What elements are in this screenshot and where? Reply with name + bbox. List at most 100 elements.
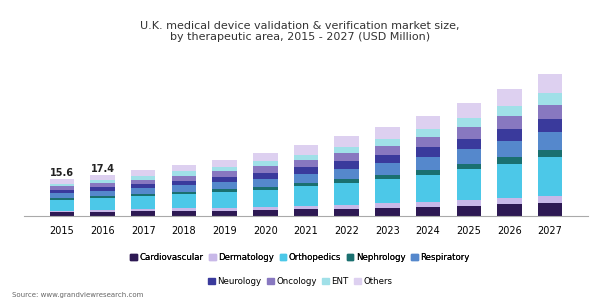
- Bar: [538, 151, 562, 158]
- Bar: [538, 196, 562, 203]
- Bar: [91, 210, 115, 212]
- Bar: [457, 206, 481, 216]
- Bar: [497, 198, 521, 204]
- Bar: [131, 179, 155, 184]
- Bar: [91, 187, 115, 191]
- Bar: [91, 212, 115, 216]
- Bar: [91, 191, 115, 196]
- Bar: [538, 132, 562, 151]
- Bar: [334, 179, 359, 183]
- Bar: [416, 170, 440, 175]
- Bar: [212, 211, 237, 216]
- Bar: [50, 179, 74, 184]
- Bar: [416, 175, 440, 202]
- Bar: [416, 129, 440, 137]
- Bar: [538, 158, 562, 196]
- Bar: [131, 176, 155, 179]
- Bar: [497, 158, 521, 164]
- Bar: [538, 105, 562, 119]
- Bar: [50, 194, 74, 198]
- Bar: [253, 187, 278, 190]
- Bar: [334, 147, 359, 153]
- Bar: [416, 147, 440, 157]
- Bar: [50, 198, 74, 200]
- Bar: [212, 160, 237, 167]
- Bar: [294, 209, 318, 216]
- Bar: [416, 116, 440, 129]
- Bar: [131, 184, 155, 188]
- Bar: [131, 209, 155, 212]
- Bar: [131, 212, 155, 216]
- Bar: [294, 155, 318, 161]
- Bar: [212, 182, 237, 189]
- Bar: [172, 181, 196, 185]
- Legend: Neurology, Oncology, ENT, Others: Neurology, Oncology, ENT, Others: [205, 274, 395, 290]
- Bar: [212, 208, 237, 211]
- Bar: [375, 208, 400, 216]
- Bar: [50, 200, 74, 211]
- Bar: [50, 212, 74, 216]
- Bar: [91, 175, 115, 180]
- Bar: [172, 208, 196, 211]
- Bar: [538, 119, 562, 132]
- Text: 17.4: 17.4: [91, 164, 115, 174]
- Bar: [497, 89, 521, 106]
- Bar: [375, 163, 400, 175]
- Bar: [334, 161, 359, 169]
- Bar: [212, 167, 237, 171]
- Bar: [91, 183, 115, 187]
- Bar: [416, 137, 440, 147]
- Bar: [375, 146, 400, 154]
- Bar: [253, 207, 278, 210]
- Bar: [131, 194, 155, 196]
- Text: 15.6: 15.6: [50, 168, 74, 178]
- Bar: [375, 203, 400, 208]
- Bar: [416, 207, 440, 216]
- Legend: Cardiovascular, Dermatology, Orthopedics, Nephrology, Respiratory: Cardiovascular, Dermatology, Orthopedics…: [127, 250, 473, 266]
- Bar: [253, 190, 278, 207]
- Bar: [131, 196, 155, 209]
- Bar: [172, 165, 196, 171]
- Bar: [172, 211, 196, 216]
- Bar: [334, 136, 359, 147]
- Bar: [457, 169, 481, 200]
- Bar: [375, 139, 400, 146]
- Bar: [253, 153, 278, 161]
- Bar: [253, 172, 278, 178]
- Bar: [416, 157, 440, 170]
- Bar: [294, 160, 318, 167]
- Bar: [253, 167, 278, 172]
- Bar: [212, 189, 237, 192]
- Bar: [334, 208, 359, 216]
- Bar: [538, 74, 562, 93]
- Bar: [172, 194, 196, 208]
- Bar: [131, 170, 155, 176]
- Bar: [457, 128, 481, 139]
- Bar: [457, 200, 481, 206]
- Bar: [457, 103, 481, 118]
- Bar: [497, 116, 521, 129]
- Bar: [50, 184, 74, 187]
- Bar: [334, 183, 359, 205]
- Bar: [50, 190, 74, 194]
- Bar: [334, 169, 359, 179]
- Bar: [91, 180, 115, 183]
- Bar: [91, 198, 115, 210]
- Bar: [334, 153, 359, 161]
- Bar: [131, 188, 155, 194]
- Bar: [375, 179, 400, 203]
- Bar: [50, 211, 74, 212]
- Bar: [253, 210, 278, 216]
- Bar: [294, 183, 318, 187]
- Bar: [375, 175, 400, 179]
- Bar: [253, 178, 278, 187]
- Bar: [497, 204, 521, 216]
- Bar: [253, 161, 278, 166]
- Bar: [172, 185, 196, 192]
- Bar: [50, 187, 74, 190]
- Bar: [294, 206, 318, 209]
- Bar: [457, 139, 481, 149]
- Bar: [457, 118, 481, 128]
- Bar: [457, 164, 481, 169]
- Bar: [375, 154, 400, 163]
